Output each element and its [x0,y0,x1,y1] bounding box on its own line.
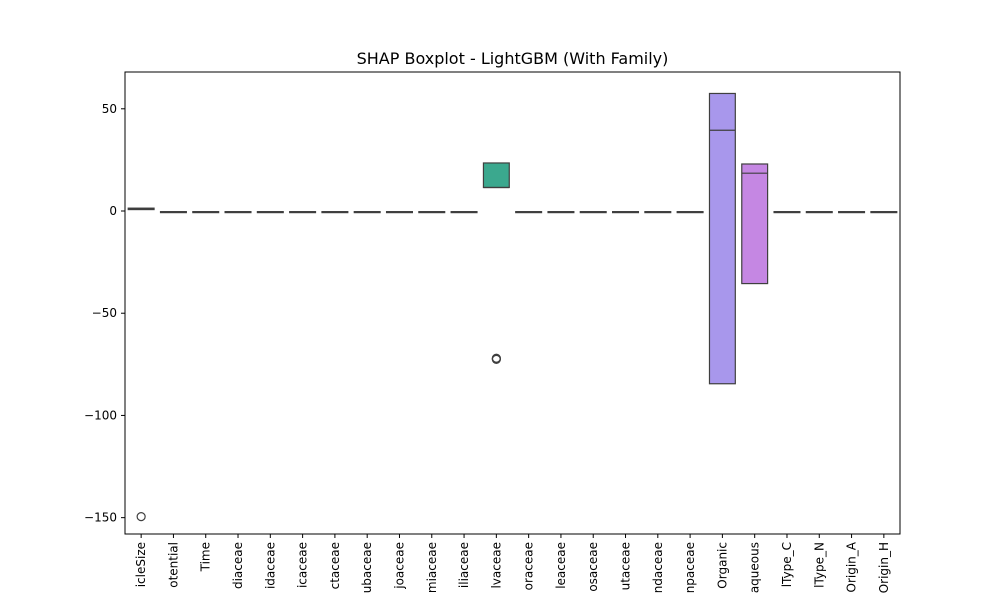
x-tick-label: idaceae [263,542,277,589]
x-tick-label: osaceae [586,542,600,592]
box-joaceae [385,211,413,214]
x-tick-label: Time [199,542,213,572]
box-aqueous [741,163,769,285]
x-tick-label: npaceae [683,542,697,593]
box-ctaceae [321,211,349,214]
x-axis: icleSize otential Time diaceae idaceae icacea… [134,534,891,593]
box-ubaceae [353,211,381,214]
box-ndaceae [644,211,672,214]
x-tick-label: Organic [715,542,729,589]
box-iqr [482,162,510,189]
x-tick-label: lvaceae [489,542,503,589]
box-iqr [708,92,736,385]
y-tick-label: 0 [109,204,117,218]
plot-area [127,92,898,522]
x-tick-label: aqueous [748,542,762,593]
box-lType_N [805,211,833,214]
box-otential [159,211,187,214]
x-tick-label: Origin_A [845,541,859,592]
box-npaceae [676,211,704,214]
x-tick-label: joaceae [392,542,406,590]
box-miaceae [418,211,446,214]
box-icleSize [127,207,155,522]
axes-frame [124,71,901,535]
x-tick-label: utaceae [619,542,633,590]
box-icaceae [289,211,317,214]
box-diaceae [224,211,252,214]
box-leaceae [547,211,575,214]
x-tick-label: ndaceae [651,542,665,593]
box-Origin_A [838,211,866,214]
box-utaceae [612,211,640,214]
x-tick-label: ctaceae [328,542,342,589]
box-oraceae [515,211,543,214]
y-tick-label: −150 [84,511,117,525]
chart-title: SHAP Boxplot - LightGBM (With Family) [357,49,669,68]
outlier-point [491,354,501,365]
box-lvaceae [482,162,510,365]
x-tick-label: oraceae [522,542,536,590]
x-tick-label: ubaceae [360,542,374,593]
outlier-point [136,512,146,522]
y-tick-label: 50 [102,102,117,116]
x-tick-label: diaceae [231,542,245,589]
x-tick-label: leaceae [554,542,568,589]
box-Organic [708,92,736,385]
box-idaceae [256,211,284,214]
x-tick-label: lType_C [780,542,794,587]
box-iliaceae [450,211,478,214]
x-tick-label: Origin_H [877,542,891,593]
y-tick-label: −100 [84,408,117,422]
x-tick-label: lType_N [812,542,826,588]
x-tick-label: miaceae [425,542,439,593]
x-tick-label: iliaceae [457,542,471,588]
box-Origin_H [870,211,898,214]
box-lType_C [773,211,801,214]
x-tick-label: icleSize [134,542,148,587]
box-osaceae [579,211,607,214]
box-Time [192,211,220,214]
y-axis: 50 0 −50 −100 −150 [84,102,125,525]
y-tick-label: −50 [92,306,117,320]
box-iqr [741,163,769,285]
x-tick-label: icaceae [296,542,310,588]
x-tick-label: otential [166,542,180,588]
